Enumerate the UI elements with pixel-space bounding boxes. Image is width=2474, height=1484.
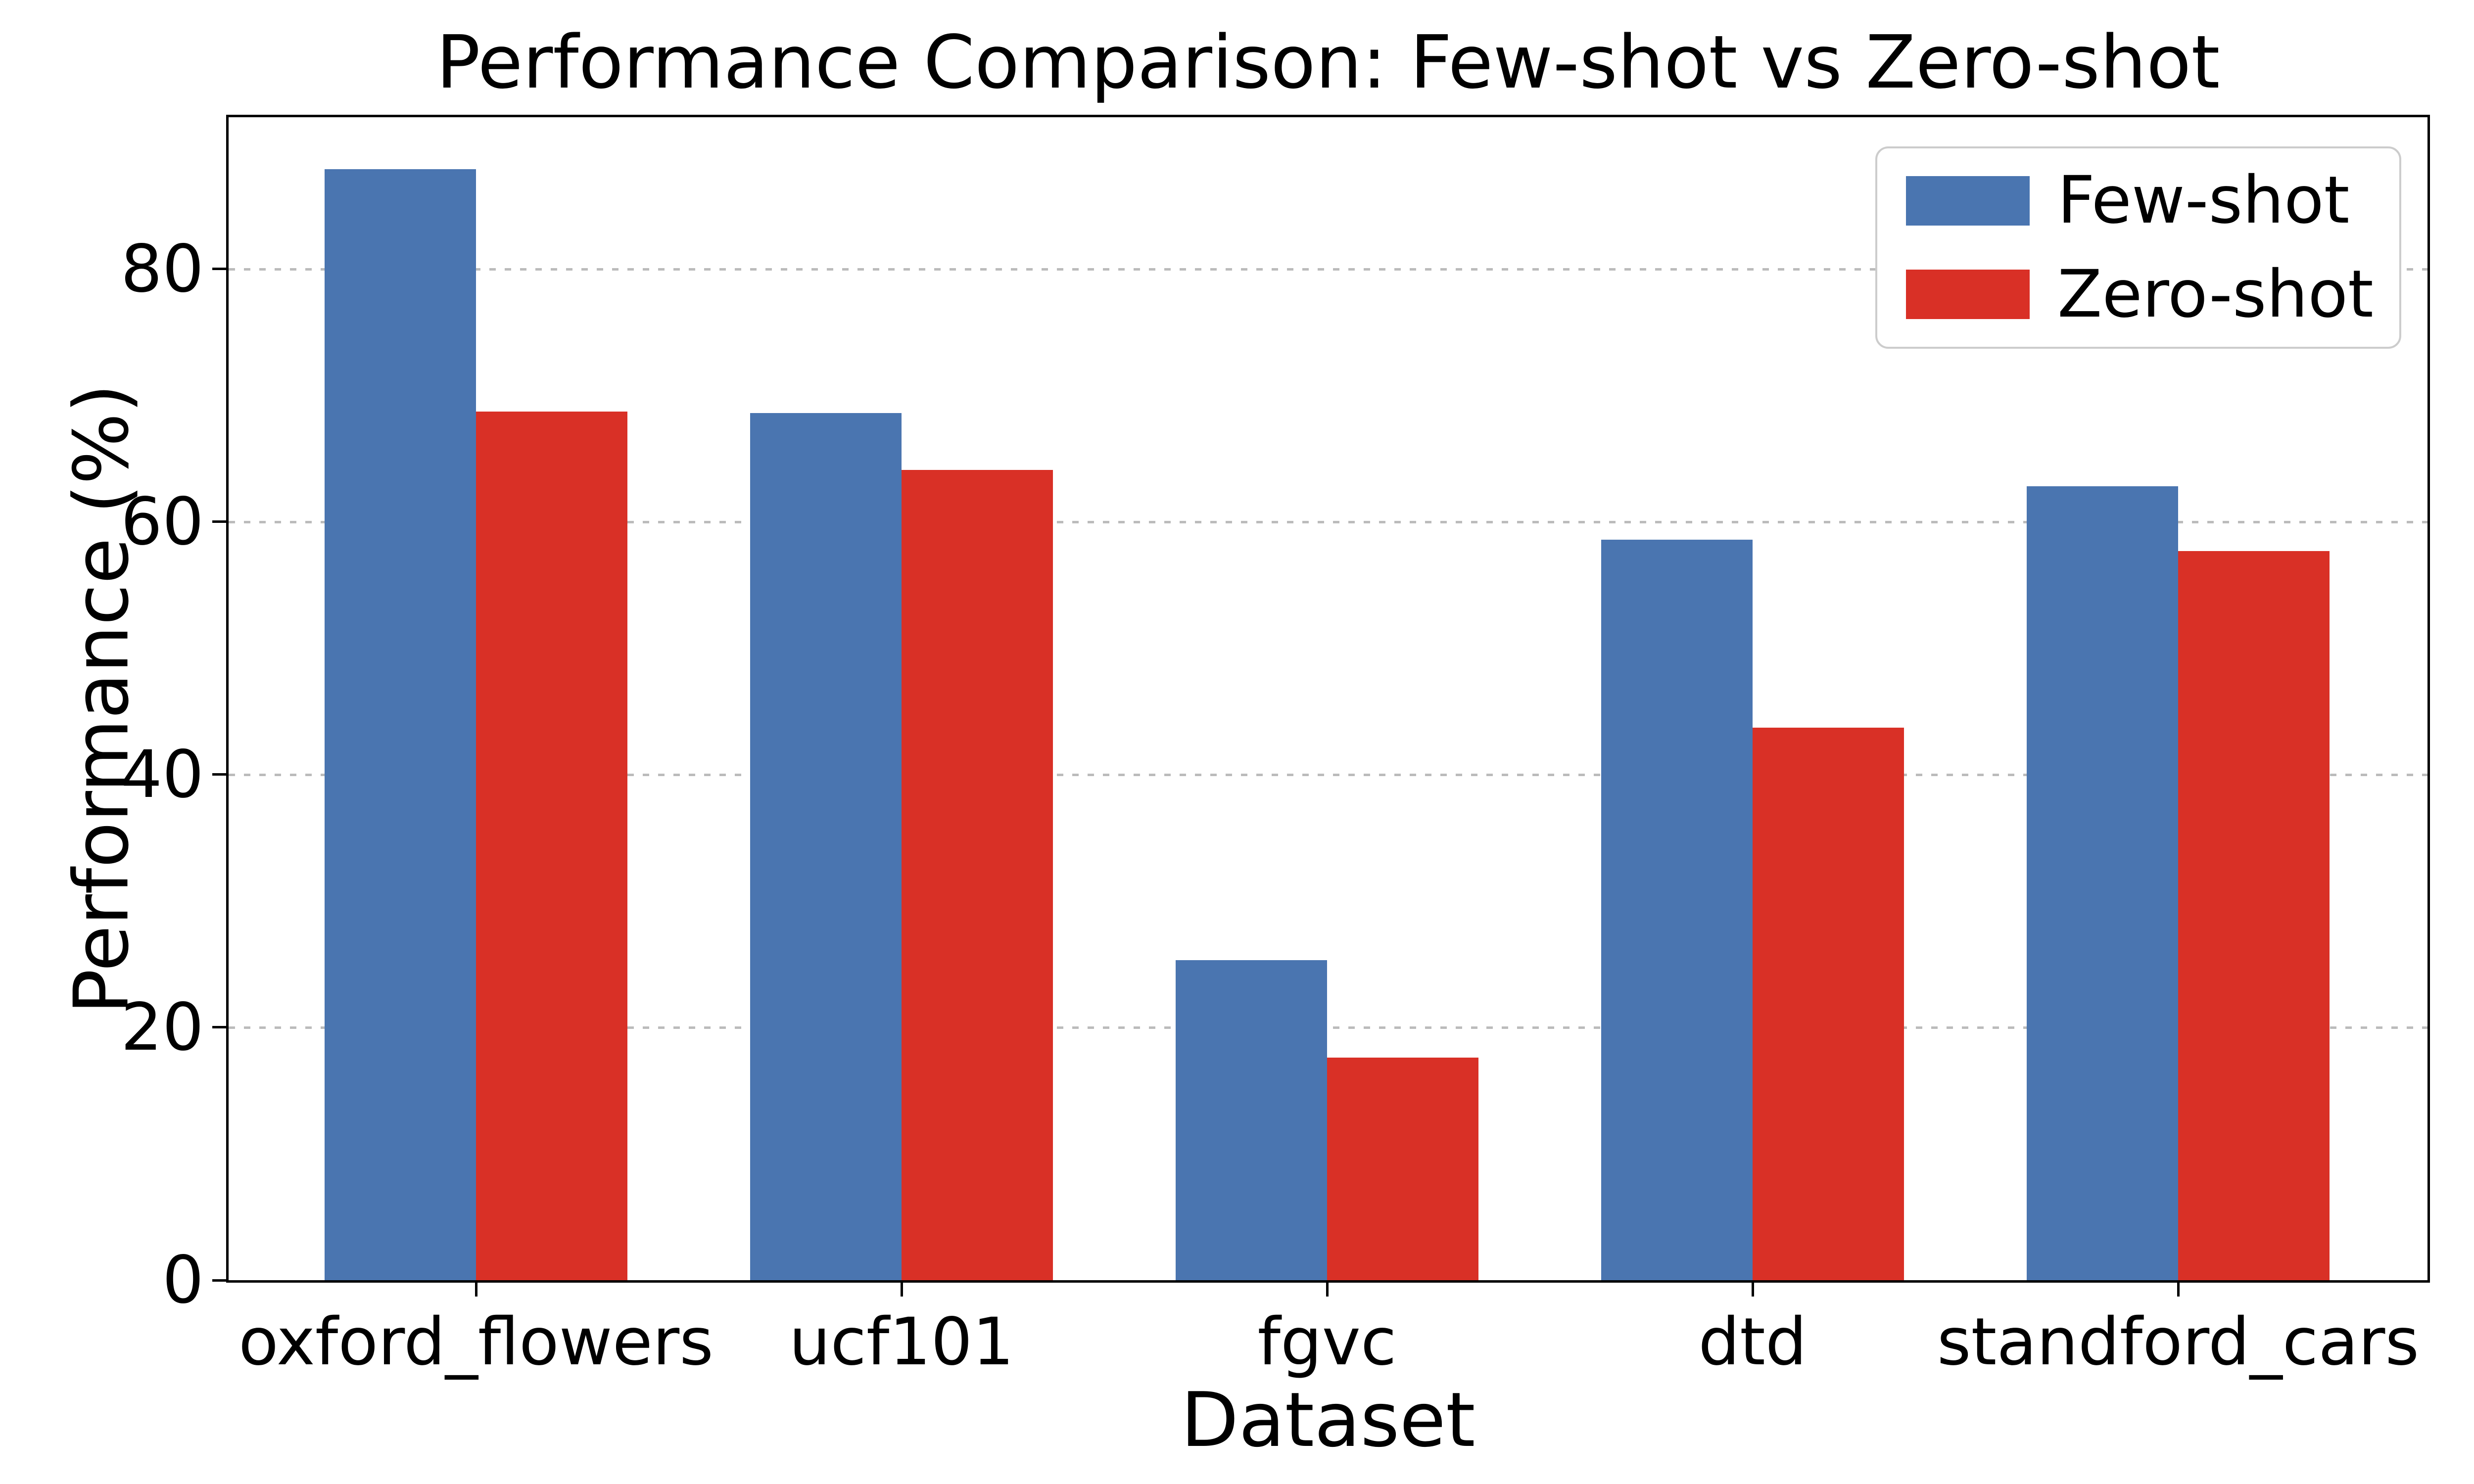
- plot-inner: [229, 117, 2427, 1280]
- x-tick-label-ucf101: ucf101: [789, 1304, 1014, 1380]
- bar-zero-shot-dtd: [1753, 728, 1904, 1280]
- y-tick-mark-40: [212, 773, 226, 776]
- bar-few-shot-oxford_flowers: [325, 169, 476, 1280]
- legend-item-zero-shot: Zero-shot: [1906, 256, 2374, 332]
- y-tick-label-80: 80: [121, 231, 204, 307]
- x-tick-mark-dtd: [1751, 1283, 1754, 1297]
- legend-item-few-shot: Few-shot: [1906, 165, 2371, 236]
- bar-zero-shot-ucf101: [902, 469, 1053, 1280]
- x-tick-label-dtd: dtd: [1698, 1304, 1807, 1380]
- bar-few-shot-dtd: [1601, 539, 1753, 1280]
- legend-label-zero-shot: Zero-shot: [2057, 256, 2374, 332]
- plot-area: Few-shot Zero-shot: [226, 115, 2430, 1283]
- chart-title: Performance Comparison: Few-shot vs Zero…: [436, 20, 2220, 105]
- bar-zero-shot-standford_cars: [2178, 551, 2330, 1280]
- legend-label-few-shot: Few-shot: [2057, 162, 2350, 239]
- x-tick-label-fgvc: fgvc: [1257, 1304, 1397, 1380]
- y-tick-mark-0: [212, 1279, 226, 1282]
- legend-swatch-zero-shot: [1906, 270, 2030, 320]
- y-tick-label-60: 60: [121, 483, 204, 560]
- legend: Few-shot Zero-shot: [1875, 146, 2401, 349]
- gridline-80: [229, 268, 2427, 271]
- bar-few-shot-ucf101: [750, 413, 902, 1280]
- y-tick-label-40: 40: [121, 736, 204, 813]
- y-tick-mark-80: [212, 268, 226, 271]
- gridline-60: [229, 520, 2427, 523]
- gridline-20: [229, 1026, 2427, 1029]
- x-tick-mark-ucf101: [900, 1283, 903, 1297]
- y-tick-mark-20: [212, 1026, 226, 1029]
- x-tick-mark-fgvc: [1326, 1283, 1329, 1297]
- x-axis-label: Dataset: [1181, 1376, 1475, 1464]
- bar-zero-shot-oxford_flowers: [476, 412, 627, 1280]
- bar-few-shot-standford_cars: [2027, 486, 2178, 1280]
- x-tick-label-standford_cars: standford_cars: [1937, 1304, 2420, 1380]
- x-tick-mark-oxford_flowers: [475, 1283, 477, 1297]
- x-tick-label-oxford_flowers: oxford_flowers: [238, 1304, 714, 1380]
- y-tick-label-0: 0: [162, 1242, 204, 1318]
- y-tick-mark-60: [212, 520, 226, 523]
- bar-zero-shot-fgvc: [1327, 1058, 1478, 1280]
- gridline-40: [229, 773, 2427, 776]
- y-tick-label-20: 20: [121, 989, 204, 1066]
- x-tick-mark-standford_cars: [2177, 1283, 2180, 1297]
- bar-few-shot-fgvc: [1176, 960, 1327, 1280]
- legend-swatch-few-shot: [1906, 176, 2030, 226]
